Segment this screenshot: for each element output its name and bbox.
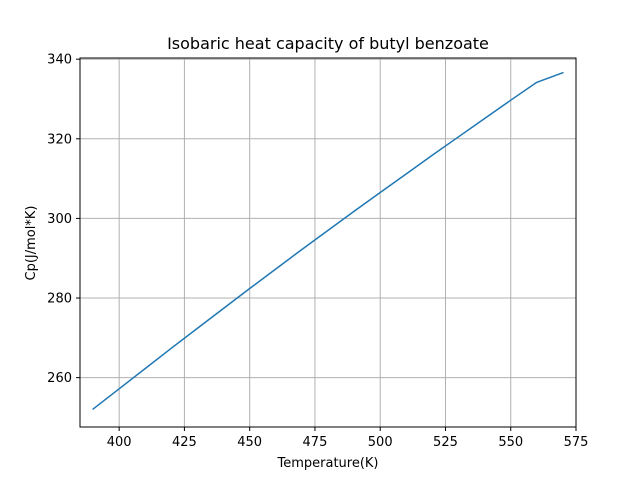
x-tick-label: 550 [498, 435, 523, 450]
chart-title: Isobaric heat capacity of butyl benzoate [167, 34, 489, 53]
x-tick-label: 525 [433, 435, 458, 450]
y-tick-label: 260 [47, 371, 72, 386]
x-axis-label: Temperature(K) [276, 456, 378, 471]
x-tick-label: 400 [107, 435, 132, 450]
x-tick-label: 450 [237, 435, 262, 450]
x-tick-label: 500 [368, 435, 393, 450]
plot-frame [79, 57, 577, 428]
x-tick-label: 425 [172, 435, 197, 450]
y-tick-label: 340 [47, 53, 72, 68]
series-line-0 [92, 71, 564, 410]
y-tick-label: 300 [47, 212, 72, 227]
y-tick-label: 280 [47, 292, 72, 307]
y-axis-ticks: 260 280 300 320 340 [47, 53, 80, 386]
x-tick-label: 575 [564, 435, 589, 450]
y-tick-label: 320 [47, 132, 72, 147]
x-tick-label: 475 [303, 435, 328, 450]
grid [80, 58, 577, 427]
y-axis-label: Cp(J/mol*K) [24, 206, 39, 281]
x-axis-ticks: 400 425 450 475 500 525 550 575 [107, 427, 589, 450]
series-layer [92, 71, 564, 410]
